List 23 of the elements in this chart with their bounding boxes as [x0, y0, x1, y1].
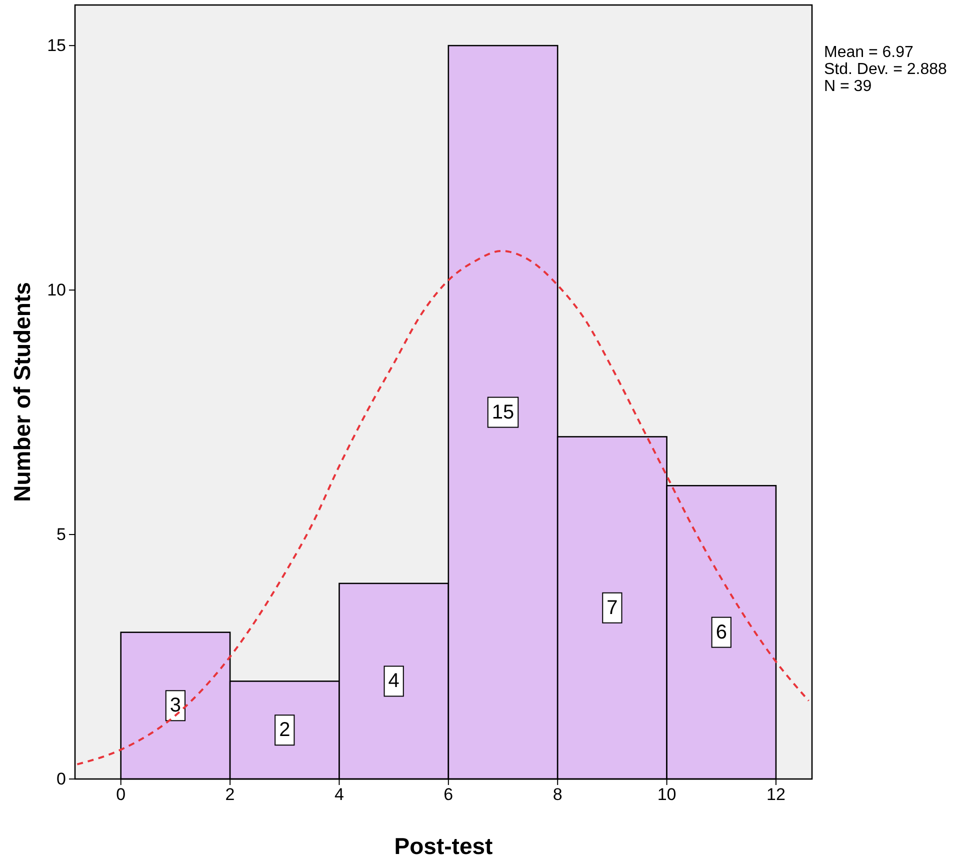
x-tick-label: 12 — [766, 785, 786, 804]
y-tick-label: 15 — [47, 36, 66, 56]
x-axis-title: Post-test — [394, 833, 494, 859]
data-label: 7 — [606, 596, 618, 619]
data-label: 3 — [170, 694, 182, 717]
x-tick-label: 0 — [116, 785, 126, 804]
x-tick-label: 10 — [657, 785, 676, 804]
x-tick-label: 8 — [552, 785, 562, 804]
data-label: 2 — [279, 719, 290, 742]
y-tick-label: 10 — [47, 280, 66, 300]
x-tick-label: 4 — [334, 785, 344, 804]
text: Mean = 6.97 — [824, 44, 914, 61]
y-tick-label: 5 — [56, 524, 66, 544]
data-label: 4 — [388, 670, 400, 692]
y-axis-title: Number of Students — [9, 282, 35, 502]
x-tick-label: 6 — [444, 785, 454, 804]
data-label: 15 — [492, 401, 514, 424]
text: N = 39 — [824, 78, 872, 95]
x-tick-label: 2 — [225, 785, 235, 804]
line-series — [76, 250, 810, 766]
text: Std. Dev. = 2.888 — [824, 61, 947, 78]
data-label: 6 — [716, 621, 727, 644]
y-tick-label: 0 — [56, 769, 66, 788]
